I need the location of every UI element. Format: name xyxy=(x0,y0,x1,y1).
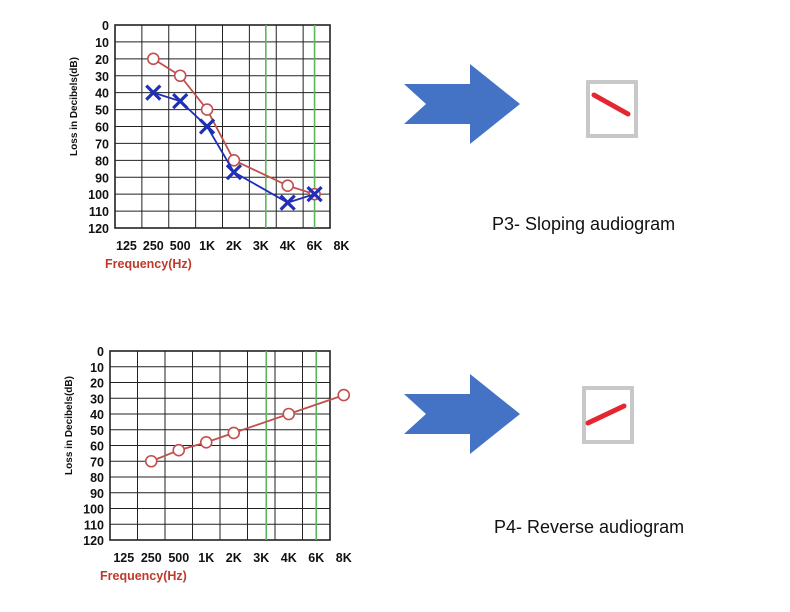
data-point-x-stroke xyxy=(145,84,162,101)
data-point-circle xyxy=(147,52,160,66)
x-tick-label: 4K xyxy=(280,239,296,253)
caption-sloping: P3- Sloping audiogram xyxy=(492,214,676,234)
x-axis-title: Frequency(Hz) xyxy=(100,569,187,583)
x-tick-label: 3K xyxy=(253,551,269,565)
data-point-x-stroke xyxy=(225,164,243,181)
x-tick-label: 6K xyxy=(307,239,323,253)
sloping-line-icon xyxy=(586,80,638,138)
x-tick-label: 1K xyxy=(199,239,215,253)
data-point-x xyxy=(306,186,323,203)
y-tick-label: 50 xyxy=(95,104,109,118)
y-tick-label: 0 xyxy=(102,19,109,33)
x-tick-label: 8K xyxy=(333,239,349,253)
y-tick-label: 40 xyxy=(90,408,104,422)
y-tick-label: 50 xyxy=(90,424,104,438)
y-tick-label: 120 xyxy=(88,222,109,236)
y-axis-title: Loss in Decibels(dB) xyxy=(64,376,75,475)
y-tick-label: 80 xyxy=(95,154,109,168)
x-tick-label: 6K xyxy=(308,551,324,565)
x-tick-label: 500 xyxy=(168,551,189,565)
data-point-circle xyxy=(281,179,294,193)
data-point-x-stroke xyxy=(172,92,189,110)
data-point-circle xyxy=(172,443,186,457)
y-axis-title: Loss in Decibels(dB) xyxy=(69,57,80,156)
y-tick-label: 30 xyxy=(95,70,109,84)
y-tick-label: 80 xyxy=(90,471,104,485)
rising-line-icon xyxy=(582,386,634,444)
x-axis-title: Frequency(Hz) xyxy=(105,257,192,271)
audiogram-chart-sloping: 0 10 20 30 40 50 60 70 80 90 100 110 120 125 250 500 1K 2… xyxy=(69,19,349,271)
x-tick-label: 8K xyxy=(336,551,352,565)
data-point-circle xyxy=(200,103,214,116)
y-tick-label: 20 xyxy=(95,53,109,67)
x-tick-label: 500 xyxy=(170,239,191,253)
data-point-x xyxy=(198,118,216,135)
y-tick-label: 60 xyxy=(95,121,109,135)
y-tick-label: 10 xyxy=(90,361,104,375)
y-tick-label: 90 xyxy=(95,171,109,185)
x-tick-label: 3K xyxy=(253,239,269,253)
data-point-x xyxy=(145,84,162,101)
right-arrow-icon xyxy=(404,64,520,144)
data-point-circle xyxy=(282,407,296,421)
y-tick-label: 0 xyxy=(97,345,104,359)
x-tick-label: 250 xyxy=(143,239,164,253)
x-tick-label: 2K xyxy=(226,551,242,565)
data-point-circle xyxy=(227,154,241,167)
data-point-x xyxy=(279,194,296,211)
data-point-x-stroke xyxy=(198,118,216,135)
y-tick-label: 120 xyxy=(83,534,104,548)
y-tick-label: 100 xyxy=(88,188,109,202)
data-point-circle xyxy=(173,69,187,83)
y-tick-label: 40 xyxy=(95,87,109,101)
y-tick-label: 110 xyxy=(89,205,109,219)
y-tick-label: 90 xyxy=(90,487,104,501)
x-tick-label: 125 xyxy=(113,551,134,565)
y-tick-label: 30 xyxy=(90,392,104,406)
data-point-circle xyxy=(337,388,351,402)
y-tick-label: 70 xyxy=(90,455,104,469)
x-tick-label: 2K xyxy=(226,239,242,253)
series-line-x xyxy=(153,91,315,204)
x-tick-label: 4K xyxy=(281,551,297,565)
y-tick-label: 20 xyxy=(90,377,104,391)
data-point-x-stroke xyxy=(306,186,323,203)
x-tick-label: 1K xyxy=(198,551,214,565)
x-tick-label: 125 xyxy=(116,239,137,253)
y-tick-label: 110 xyxy=(84,518,104,532)
audiogram-panel-reverse: 0 10 20 30 40 50 60 70 80 90 100 110 120 125 250 500 1K 2… xyxy=(0,318,790,612)
data-point-circle xyxy=(199,436,213,449)
data-point-x xyxy=(225,164,243,181)
data-point-x xyxy=(172,92,189,110)
caption-reverse: P4- Reverse audiogram xyxy=(494,517,685,537)
y-tick-label: 10 xyxy=(95,36,109,50)
y-tick-label: 60 xyxy=(90,440,104,454)
data-point-circle xyxy=(144,454,158,468)
audiogram-panel-sloping: 0 10 20 30 40 50 60 70 80 90 100 110 120 125 250 500 1K 2… xyxy=(0,0,790,300)
data-point-circle xyxy=(227,426,241,440)
data-point-x-stroke xyxy=(279,194,296,211)
y-tick-label: 100 xyxy=(83,503,104,517)
right-arrow-icon xyxy=(404,374,520,454)
x-tick-label: 250 xyxy=(141,551,162,565)
y-tick-label: 70 xyxy=(95,137,109,151)
